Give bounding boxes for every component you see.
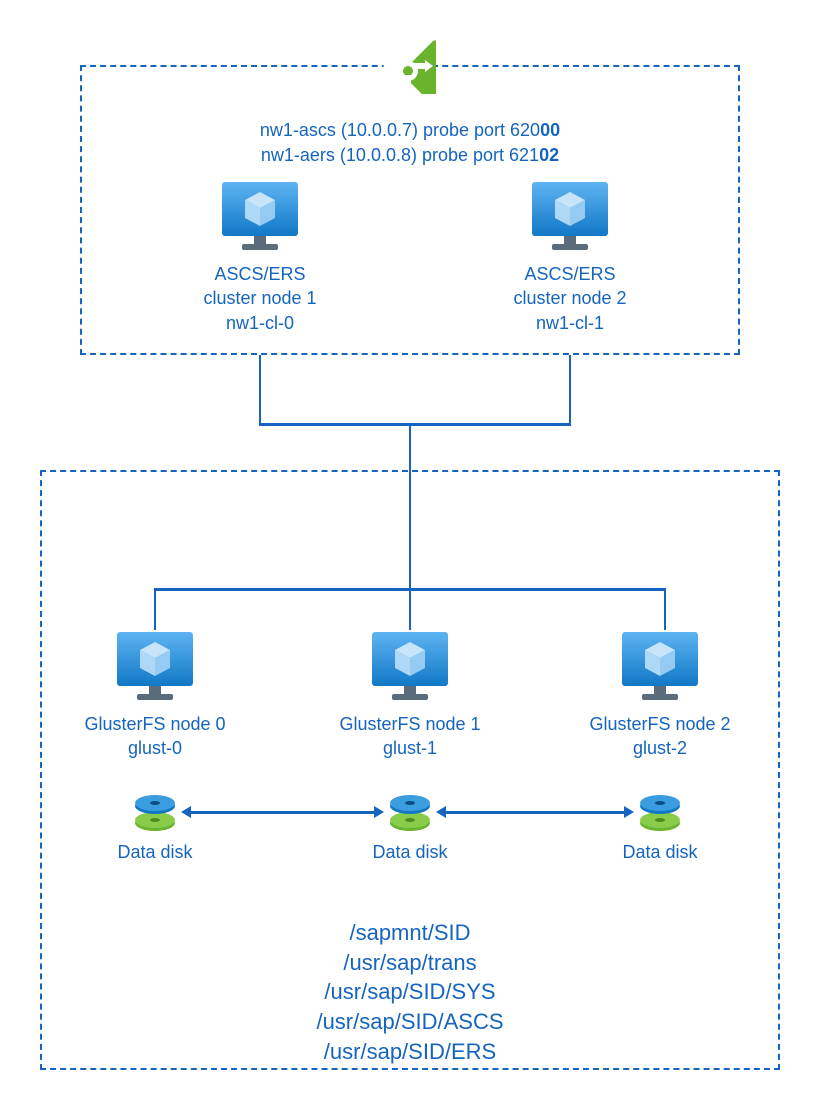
vm-label-line: ASCS/ERS [475, 262, 665, 286]
disk-icon-1 [386, 793, 434, 833]
vm-label-ascs-1: ASCS/ERS cluster node 1 nw1-cl-0 [165, 262, 355, 335]
vm-label-line: GlusterFS node 1 [330, 712, 490, 736]
vm-label-line: nw1-cl-0 [165, 311, 355, 335]
vm-label-line: cluster node 2 [475, 286, 665, 310]
fs-path: /usr/sap/SID/ERS [40, 1037, 780, 1067]
disk-label-2: Data disk [600, 840, 720, 864]
disk-icon-2 [636, 793, 684, 833]
vm-label-line: GlusterFS node 0 [75, 712, 235, 736]
disk-label-1: Data disk [350, 840, 470, 864]
diagram-root: nw1-ascs (10.0.0.7) probe port 62000 nw1… [0, 0, 818, 1102]
vm-icon-gluster-0 [115, 630, 195, 706]
connector-line [409, 423, 412, 590]
fs-path: /usr/sap/trans [40, 948, 780, 978]
arrowhead-right-icon [624, 806, 634, 818]
vm-label-line: glust-1 [330, 736, 490, 760]
vm-label-line: glust-0 [75, 736, 235, 760]
vm-label-line: GlusterFS node 2 [580, 712, 740, 736]
connector-line [259, 355, 262, 425]
fs-path: /sapmnt/SID [40, 918, 780, 948]
replication-arrow [190, 811, 375, 814]
vm-label-line: ASCS/ERS [165, 262, 355, 286]
lb-probe-info: nw1-ascs (10.0.0.7) probe port 62000 nw1… [80, 118, 740, 168]
probe-line-1-prefix: nw1-ascs (10.0.0.7) probe port 620 [260, 120, 540, 140]
connector-line [664, 588, 667, 630]
vm-icon-ascs-1 [220, 180, 300, 256]
vm-label-line: nw1-cl-1 [475, 311, 665, 335]
vm-icon-ascs-2 [530, 180, 610, 256]
vm-label-gluster-2: GlusterFS node 2 glust-2 [580, 712, 740, 761]
arrowhead-left-icon [181, 806, 191, 818]
disk-icon-0 [131, 793, 179, 833]
connector-line [154, 588, 157, 630]
load-balancer-icon [380, 38, 436, 94]
arrowhead-left-icon [436, 806, 446, 818]
vm-icon-gluster-2 [620, 630, 700, 706]
connector-line [409, 588, 412, 630]
probe-line-2-suffix: 02 [539, 145, 559, 165]
arrowhead-right-icon [374, 806, 384, 818]
replication-arrow [445, 811, 625, 814]
vm-icon-gluster-1 [370, 630, 450, 706]
vm-label-line: glust-2 [580, 736, 740, 760]
vm-label-gluster-1: GlusterFS node 1 glust-1 [330, 712, 490, 761]
fs-path: /usr/sap/SID/SYS [40, 977, 780, 1007]
disk-label-0: Data disk [95, 840, 215, 864]
connector-line [259, 423, 572, 426]
connector-line [569, 355, 572, 425]
filesystem-paths: /sapmnt/SID /usr/sap/trans /usr/sap/SID/… [40, 918, 780, 1066]
probe-line-2-prefix: nw1-aers (10.0.0.8) probe port 621 [261, 145, 539, 165]
fs-path: /usr/sap/SID/ASCS [40, 1007, 780, 1037]
vm-label-gluster-0: GlusterFS node 0 glust-0 [75, 712, 235, 761]
probe-line-1-suffix: 00 [540, 120, 560, 140]
vm-label-line: cluster node 1 [165, 286, 355, 310]
vm-label-ascs-2: ASCS/ERS cluster node 2 nw1-cl-1 [475, 262, 665, 335]
